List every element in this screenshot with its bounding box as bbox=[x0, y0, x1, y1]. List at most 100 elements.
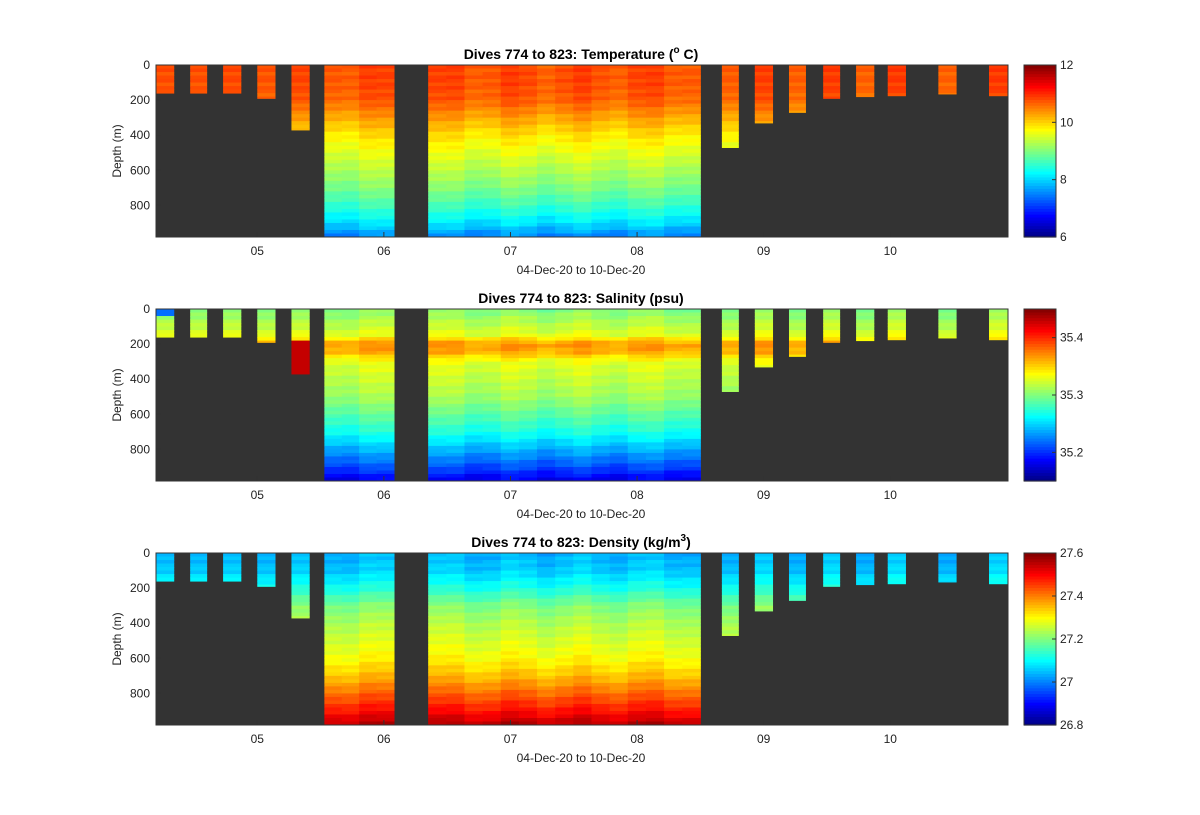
colorbar-segment bbox=[1024, 354, 1056, 359]
colorbar-segment bbox=[1024, 102, 1056, 106]
colorbar-segment bbox=[1024, 578, 1056, 583]
colorbar-segment bbox=[1024, 570, 1056, 574]
density-colorbar: 26.8 27 27.2 27.4 27.6 bbox=[1023, 546, 1084, 732]
colorbar-tick-label: 27.4 bbox=[1060, 589, 1084, 603]
colorbar-segment bbox=[1024, 699, 1056, 703]
dive-block-14 bbox=[938, 553, 957, 583]
colorbar-segment bbox=[1024, 314, 1056, 319]
colorbar-segment bbox=[1024, 211, 1056, 215]
colorbar-segment bbox=[1024, 334, 1056, 339]
colorbar-tick-label: 35.4 bbox=[1060, 331, 1084, 345]
colorbar-segment bbox=[1024, 618, 1056, 623]
dive-block-6 bbox=[324, 553, 395, 726]
colorbar-frame bbox=[1023, 64, 1057, 238]
x-tick-label: 09 bbox=[757, 488, 771, 502]
colorbar-segment bbox=[1024, 122, 1056, 126]
dive-block-8 bbox=[721, 65, 739, 148]
x-tick-label: 10 bbox=[884, 244, 898, 258]
colorbar-tick-label: 27.6 bbox=[1060, 546, 1084, 560]
dive-block-4 bbox=[257, 65, 276, 99]
salinity-plot bbox=[155, 308, 1009, 482]
colorbar-segment bbox=[1024, 573, 1056, 577]
colorbar-segment bbox=[1024, 337, 1056, 342]
dive-block-3 bbox=[223, 553, 242, 582]
colorbar-segment bbox=[1024, 590, 1056, 594]
colorbar-segment bbox=[1024, 426, 1056, 430]
colorbar-segment bbox=[1024, 584, 1056, 588]
x-tick-label: 10 bbox=[884, 488, 898, 502]
dive-block-11 bbox=[823, 309, 841, 343]
colorbar-segment bbox=[1024, 79, 1056, 83]
colorbar-segment bbox=[1024, 363, 1056, 367]
colorbar-segment bbox=[1024, 713, 1056, 717]
x-tick-label: 08 bbox=[630, 488, 644, 502]
colorbar-segment bbox=[1024, 329, 1056, 333]
colorbar-segment bbox=[1024, 624, 1056, 629]
colorbar-segment bbox=[1024, 687, 1056, 692]
colorbar-segment bbox=[1024, 162, 1056, 166]
colorbar-segment bbox=[1024, 693, 1056, 697]
colorbar-segment bbox=[1024, 360, 1056, 365]
colorbar-segment bbox=[1024, 90, 1056, 95]
salinity-x-ticks: 05 06 07 08 09 10 bbox=[251, 476, 898, 502]
colorbar-segment bbox=[1024, 443, 1056, 448]
colorbar-segment bbox=[1024, 676, 1056, 680]
density-ylabel: Depth (m) bbox=[110, 612, 124, 665]
colorbar-segment bbox=[1024, 231, 1056, 235]
y-tick-label: 800 bbox=[130, 686, 150, 700]
colorbar-segment bbox=[1024, 136, 1056, 141]
colorbar-segment bbox=[1024, 707, 1056, 712]
colorbar-segment bbox=[1024, 142, 1056, 146]
colorbar-segment bbox=[1024, 449, 1056, 453]
colorbar-segment bbox=[1024, 455, 1056, 459]
colorbar-segment bbox=[1024, 682, 1056, 686]
colorbar-segment bbox=[1024, 386, 1056, 390]
salinity-title: Dives 774 to 823: Salinity (psu) bbox=[478, 290, 683, 306]
colorbar-segment bbox=[1024, 719, 1056, 723]
colorbar-segment bbox=[1024, 73, 1056, 78]
colorbar-segment bbox=[1024, 722, 1056, 726]
x-tick-label: 08 bbox=[630, 244, 644, 258]
colorbar-segment bbox=[1024, 420, 1056, 425]
colorbar-segment bbox=[1024, 182, 1056, 186]
dive-block-6 bbox=[324, 65, 395, 238]
dive-block-9 bbox=[754, 309, 774, 368]
colorbar-segment bbox=[1024, 148, 1056, 152]
colorbar-tick-label: 8 bbox=[1060, 173, 1067, 187]
colorbar-segment bbox=[1024, 656, 1056, 660]
colorbar-segment bbox=[1024, 199, 1056, 204]
temperature-colorbar: 6 8 10 12 bbox=[1023, 58, 1074, 244]
temperature-plot bbox=[155, 64, 1009, 238]
dive-block-10 bbox=[788, 553, 806, 601]
colorbar-segment bbox=[1024, 575, 1056, 580]
colorbar-segment bbox=[1024, 171, 1056, 175]
colorbar-segment bbox=[1024, 446, 1056, 451]
y-tick-label: 600 bbox=[130, 163, 150, 177]
colorbar-tick-label: 26.8 bbox=[1060, 718, 1084, 732]
colorbar-segment bbox=[1024, 369, 1056, 373]
x-tick-label: 07 bbox=[504, 732, 518, 746]
colorbar-segment bbox=[1024, 647, 1056, 652]
colorbar-segment bbox=[1024, 372, 1056, 376]
colorbar-segment bbox=[1024, 670, 1056, 674]
colorbar-segment bbox=[1024, 76, 1056, 80]
dive-block-5 bbox=[291, 309, 310, 375]
density-x-ticks: 05 06 07 08 09 10 bbox=[251, 720, 897, 746]
plot-frame bbox=[155, 308, 1009, 482]
colorbar-segment bbox=[1024, 667, 1056, 672]
colorbar-segment bbox=[1024, 202, 1056, 207]
salinity-y-ticks: 0 200 400 600 800 bbox=[130, 302, 161, 456]
dive-block-12 bbox=[856, 553, 875, 586]
colorbar-segment bbox=[1024, 432, 1056, 436]
dive-block-7 bbox=[428, 65, 701, 238]
dive-block-5 bbox=[291, 65, 310, 131]
dive-block-7 bbox=[428, 309, 701, 482]
colorbar-segment bbox=[1024, 219, 1056, 224]
colorbar-segment bbox=[1024, 429, 1056, 433]
x-tick-label: 07 bbox=[504, 244, 518, 258]
colorbar-segment bbox=[1024, 607, 1056, 611]
colorbar-segment bbox=[1024, 139, 1056, 143]
colorbar-segment bbox=[1024, 466, 1056, 471]
colorbar-segment bbox=[1024, 553, 1056, 557]
colorbar-segment bbox=[1024, 346, 1056, 350]
